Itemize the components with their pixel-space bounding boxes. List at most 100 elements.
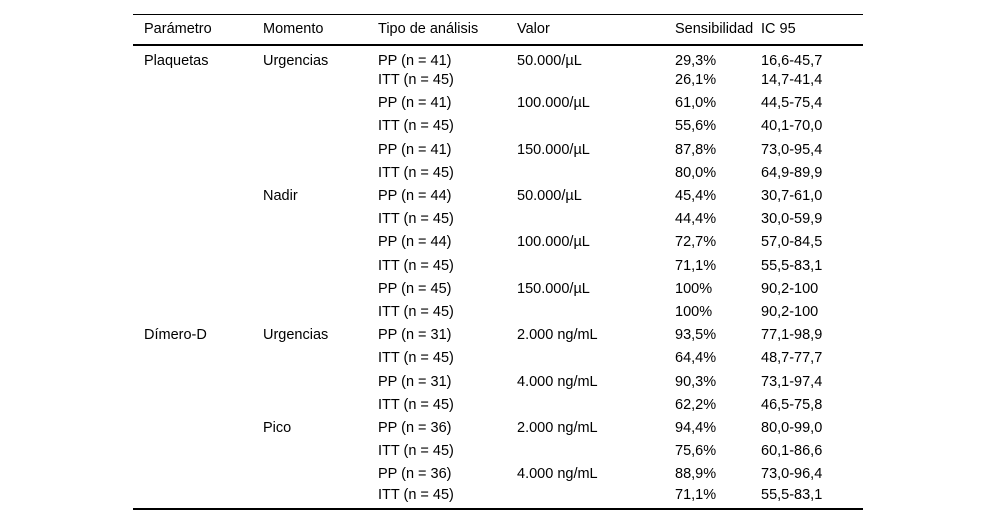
table-cell: 61,0%	[675, 95, 717, 112]
table-cell: PP (n = 44)	[378, 188, 452, 205]
table-cell: 90,3%	[675, 373, 717, 390]
table-row: PP (n = 31) 4.000 ng/mL 90,3% 73,1-97,4	[133, 370, 863, 393]
table-cell: 30,7-61,0	[761, 188, 823, 205]
table-cell: Pico	[263, 419, 292, 436]
table-cell: Dímero-D	[144, 327, 207, 344]
table-cell: ITT (n = 45)	[378, 350, 454, 367]
table-cell: 14,7-41,4	[761, 72, 823, 89]
table-cell: 50.000/µL	[517, 188, 582, 205]
table-cell	[133, 138, 263, 161]
table-cell: PP (n = 31)	[378, 373, 452, 390]
table-cell	[133, 115, 263, 138]
table-cell	[517, 300, 675, 323]
table-body: Plaquetas Urgencias PP (n = 41) 50.000/µL 29…	[133, 45, 863, 510]
table-cell: 75,6%	[675, 443, 717, 460]
table-cell: 44,5-75,4	[761, 95, 823, 112]
table-cell: 64,9-89,9	[761, 164, 823, 181]
table-cell: Plaquetas	[144, 52, 209, 69]
table-cell: PP (n = 41)	[378, 141, 452, 158]
table-cell: 100.000/µL	[517, 95, 590, 112]
table-cell	[263, 208, 378, 231]
table-cell	[133, 231, 263, 254]
table-row: ITT (n = 45) 55,6% 40,1-70,0	[133, 115, 863, 138]
table-cell: PP (n = 41)	[378, 52, 452, 69]
table-cell: Nadir	[263, 188, 298, 205]
table-row: Plaquetas Urgencias PP (n = 41) 50.000/µL 29…	[133, 45, 863, 69]
table-cell	[517, 254, 675, 277]
table-cell: ITT (n = 45)	[378, 396, 454, 413]
table-row: ITT (n = 45) 75,6% 60,1-86,6	[133, 440, 863, 463]
table-cell	[263, 92, 378, 115]
table-cell	[517, 393, 675, 416]
column-header-valor: Valor	[517, 21, 550, 38]
table-cell	[263, 370, 378, 393]
table-cell: PP (n = 31)	[378, 327, 452, 344]
table-cell: 55,5-83,1	[761, 486, 823, 503]
table-cell	[263, 277, 378, 300]
table-cell: PP (n = 44)	[378, 234, 452, 251]
column-header-sensibilidad: Sensibilidad	[675, 21, 754, 38]
table-cell: 93,5%	[675, 327, 717, 344]
table-cell: Urgencias	[263, 52, 329, 69]
table-cell	[133, 416, 263, 439]
table-cell: 4.000 ng/mL	[517, 466, 598, 483]
table-cell	[263, 231, 378, 254]
table-cell: 48,7-77,7	[761, 350, 823, 367]
table-row: PP (n = 41) 100.000/µL 61,0% 44,5-75,4	[133, 92, 863, 115]
table-cell: 57,0-84,5	[761, 234, 823, 251]
table-cell: ITT (n = 45)	[378, 72, 454, 89]
table-cell: 90,2-100	[761, 303, 819, 320]
table-cell: 4.000 ng/mL	[517, 373, 598, 390]
table-cell	[263, 463, 378, 486]
table-row: PP (n = 44) 100.000/µL 72,7% 57,0-84,5	[133, 231, 863, 254]
table-cell: 26,1%	[675, 72, 717, 89]
table-cell: 90,2-100	[761, 280, 819, 297]
table-cell	[133, 208, 263, 231]
table-cell	[133, 300, 263, 323]
table-cell: ITT (n = 45)	[378, 443, 454, 460]
table-cell	[263, 254, 378, 277]
table-cell: PP (n = 41)	[378, 95, 452, 112]
table-row: ITT (n = 45) 44,4% 30,0-59,9	[133, 208, 863, 231]
column-header-tipo-de-analisis: Tipo de análisis	[378, 21, 479, 38]
table-cell	[133, 69, 263, 92]
table-row: ITT (n = 45) 80,0% 64,9-89,9	[133, 161, 863, 184]
table-cell: 80,0%	[675, 164, 717, 181]
table-cell: ITT (n = 45)	[378, 303, 454, 320]
table-cell: 2.000 ng/mL	[517, 419, 598, 436]
column-header-parametro: Parámetro	[144, 21, 212, 38]
table-row: ITT (n = 45) 100% 90,2-100	[133, 300, 863, 323]
table-row: PP (n = 41) 150.000/µL 87,8% 73,0-95,4	[133, 138, 863, 161]
table-cell: 60,1-86,6	[761, 443, 823, 460]
table-cell	[133, 277, 263, 300]
table-cell: 45,4%	[675, 188, 717, 205]
table-cell: 80,0-99,0	[761, 419, 823, 436]
table-cell: 77,1-98,9	[761, 327, 823, 344]
table-cell: 30,0-59,9	[761, 211, 823, 228]
table-cell	[263, 161, 378, 184]
table-cell: 73,1-97,4	[761, 373, 823, 390]
table-cell: 150.000/µL	[517, 141, 590, 158]
table-cell: 100%	[675, 303, 713, 320]
table-cell	[517, 486, 675, 509]
table-cell: PP (n = 45)	[378, 280, 452, 297]
table-cell	[133, 347, 263, 370]
table-cell	[517, 440, 675, 463]
table-cell	[263, 440, 378, 463]
table-row: ITT (n = 45) 64,4% 48,7-77,7	[133, 347, 863, 370]
table-header: Parámetro Momento Tipo de análisis Valor…	[133, 14, 863, 45]
table-cell: 64,4%	[675, 350, 717, 367]
table-cell: 150.000/µL	[517, 280, 590, 297]
table-cell: 50.000/µL	[517, 52, 582, 69]
table-cell	[133, 254, 263, 277]
table-cell	[133, 92, 263, 115]
column-header-momento: Momento	[263, 21, 324, 38]
table-cell	[517, 347, 675, 370]
table-row: Nadir PP (n = 44) 50.000/µL 45,4% 30,7-61,0	[133, 184, 863, 207]
table-row: Pico PP (n = 36) 2.000 ng/mL 94,4% 80,0-99,0	[133, 416, 863, 439]
table-cell: 72,7%	[675, 234, 717, 251]
table-cell	[517, 69, 675, 92]
table-cell	[263, 115, 378, 138]
table-cell	[133, 184, 263, 207]
table-cell	[263, 138, 378, 161]
